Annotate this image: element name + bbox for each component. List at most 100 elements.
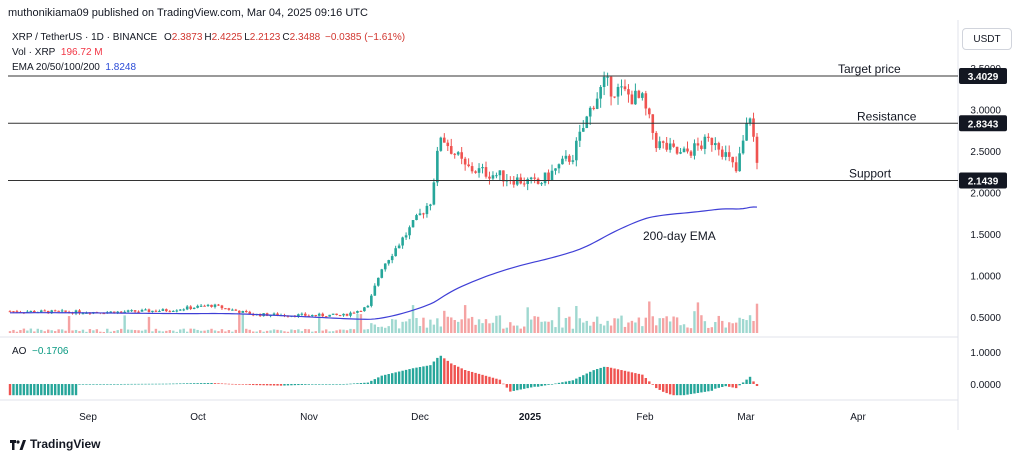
symbol-name[interactable]: XRP / TetherUS · 1D · BINANCE [12,32,158,43]
ema-label[interactable]: EMA 20/50/100/200 [12,62,100,73]
volume-bar [641,326,644,333]
ao-bar [571,380,575,384]
ao-bar [140,383,144,385]
ao-bar [265,384,269,386]
candle-body [376,277,380,286]
ohlc-key-h: H [204,32,212,43]
volume-bar [196,329,199,333]
volume-bar [12,329,15,333]
ao-bar [161,383,165,385]
volume-bar [721,320,724,333]
volume-bar [481,323,484,333]
ao-bar [509,384,512,392]
candle-body [488,176,491,179]
candle-body [654,132,658,149]
ao-bar [540,384,543,387]
time-tick-label: Mar [737,412,755,423]
candle-body [321,313,324,317]
candle-body [495,175,498,177]
volume-bar [404,321,408,333]
ao-bar [547,384,550,385]
candle-body [158,310,161,312]
volume-bar [140,330,144,333]
ao-bar [22,384,26,396]
ao-bar [502,383,505,385]
volume-bar [154,328,158,333]
currency-selector[interactable]: USDT [962,28,1012,50]
candle-body [578,131,582,141]
volume-bar [377,326,380,333]
candle-body [647,108,651,115]
ao-bar [686,384,689,395]
volume-bar [533,316,536,333]
candle-body [547,172,550,180]
candle-body [658,141,662,149]
volume-bar [651,316,654,333]
candle-body [630,94,634,105]
volume-bar [394,319,397,333]
ao-bar [491,377,495,384]
candle-body [449,146,453,154]
time-tick-label: Sep [79,412,97,423]
volume-bar [693,311,696,333]
ao-bar [390,373,394,384]
ao-bar [359,383,363,384]
volume-label[interactable]: Vol · XRP [12,47,56,58]
ao-bar [411,368,415,384]
candle-body [165,309,168,312]
volume-bar [429,319,432,333]
candle-body [745,123,748,141]
candle-body [314,315,318,317]
ao-bar [592,370,595,384]
volume-bar [304,328,307,333]
ao-bar [370,380,373,384]
ohlc-values: O2.3873 H2.4225 L2.2123 C2.3488 [164,32,322,43]
ao-bar [606,366,609,384]
ao-bar [307,384,310,385]
ao-bar [331,384,335,385]
volume-bar [130,329,133,333]
candle-body [210,304,213,307]
price-tick-label: 3.0000 [970,106,1001,117]
candle-body [387,260,391,264]
ao-bar [620,370,623,384]
volume-bar [477,319,481,333]
candle-body [585,116,589,129]
volume-bar [182,328,185,333]
ao-bar [721,384,724,387]
volume-bar [331,331,335,333]
ao-bar [227,383,231,385]
candle-body [422,213,425,215]
ao-bar [599,367,602,384]
ao-bar [241,384,244,385]
candle-body [425,205,429,215]
ao-bar [85,384,88,385]
candle-body [481,167,484,169]
volume-bar [147,316,151,333]
ao-bar [439,355,443,384]
volume-bar [710,327,714,333]
ao-bar [418,367,422,384]
ao-label[interactable]: AO [12,346,27,357]
ao-bar [220,383,224,385]
candle-body [324,316,328,318]
candle-body [50,310,53,314]
ao-bar [627,371,630,384]
candle-body [126,310,130,312]
volume-bar [311,331,314,333]
candle-body [522,183,526,185]
candle-body [189,306,192,309]
candle-body [561,158,564,165]
candle-body [463,158,467,165]
volume-bar [731,323,734,333]
candle-body [641,93,644,98]
candle-body [370,295,373,306]
price-badge-label: 2.1439 [968,177,999,188]
candle-body [168,311,172,313]
volume-bar [463,305,467,333]
ao-bar [345,383,349,385]
candle-body [199,305,203,307]
ao-bar [623,370,627,384]
candle-body [53,310,57,312]
